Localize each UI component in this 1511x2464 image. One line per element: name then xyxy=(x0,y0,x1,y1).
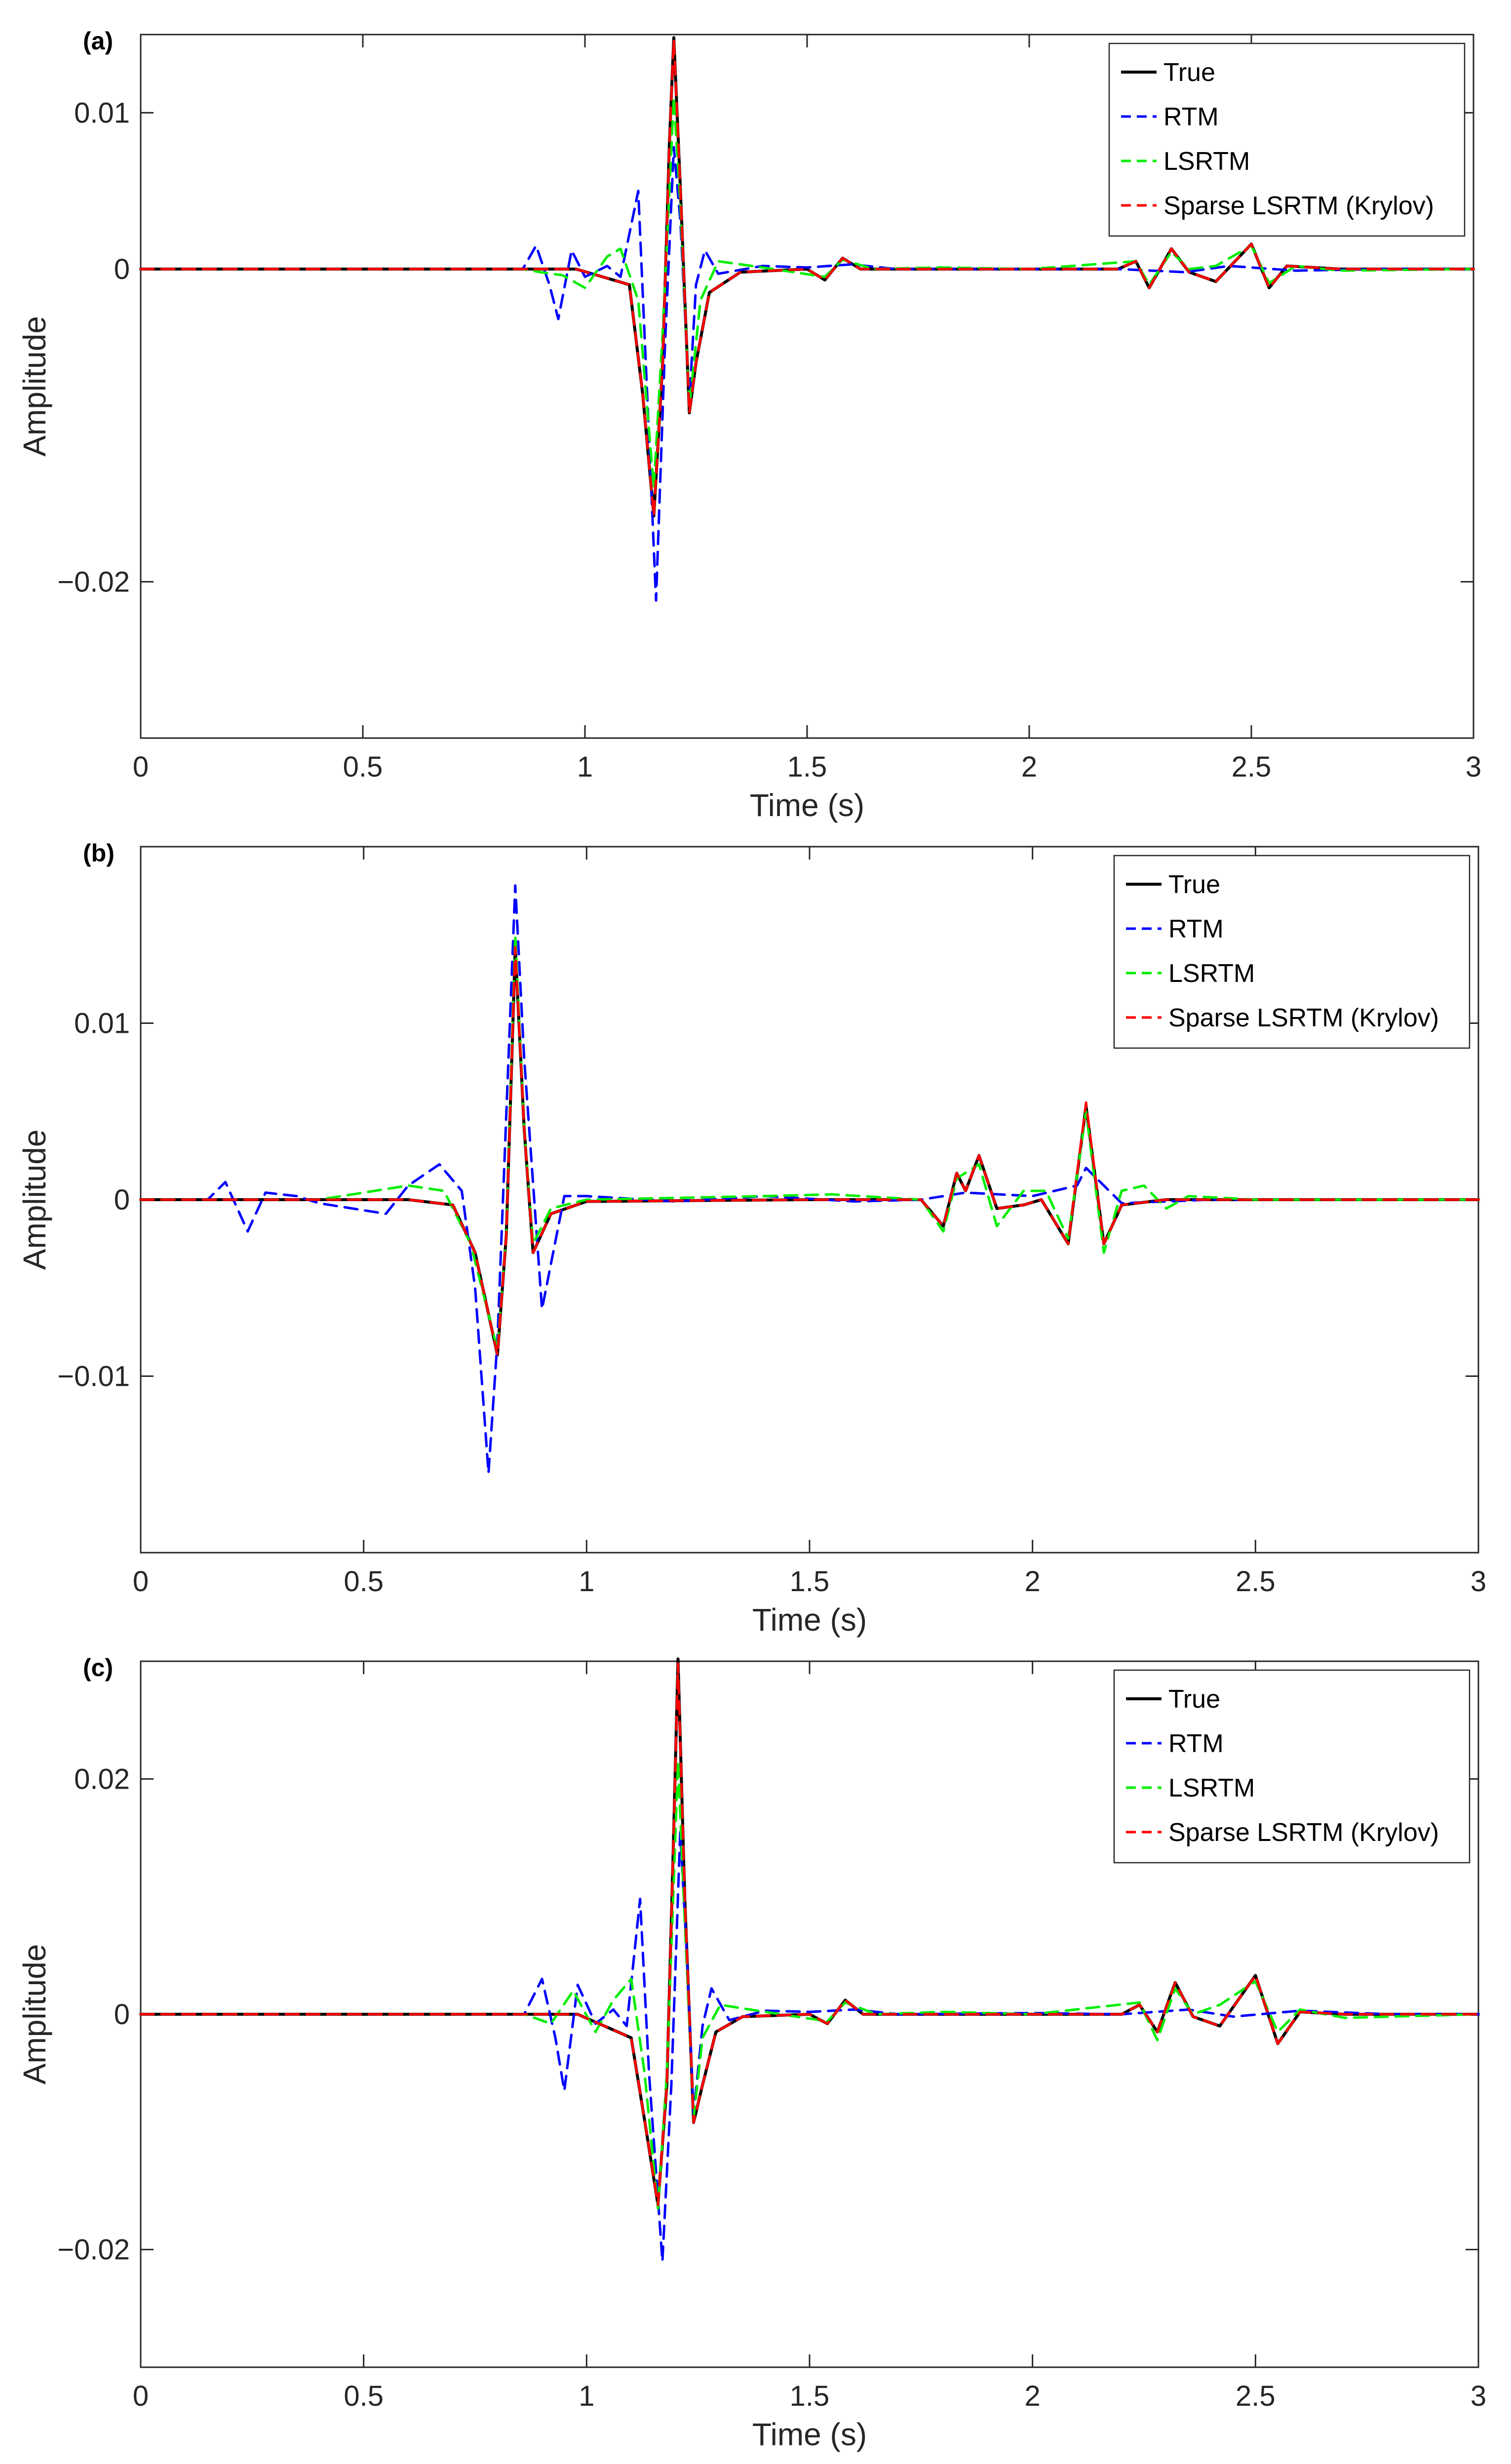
legend-entry: Sparse LSRTM (Krylov) xyxy=(1168,1004,1439,1032)
x-tick-label: 1.5 xyxy=(787,751,827,783)
legend-entry: True xyxy=(1168,1685,1220,1714)
y-axis-label: Amplitude xyxy=(17,1944,52,2085)
x-axis-label: Time (s) xyxy=(750,787,864,823)
x-tick-label: 2 xyxy=(1025,1565,1041,1598)
x-tick-label: 2 xyxy=(1021,751,1037,783)
legend-entry: True xyxy=(1163,58,1215,87)
y-axis-label: Amplitude xyxy=(17,1130,52,1270)
x-tick-label: 0 xyxy=(133,2380,149,2412)
legend-entry: RTM xyxy=(1168,915,1224,943)
chart-panel-3: 0 0.5 1 1.5 2 2.5 3 −0.02 0 0.02 Time (s) Amplitude… xyxy=(17,1654,1486,2452)
legend: True RTM LSRTM Sparse LSRTM (Krylov) xyxy=(1113,1669,1471,1864)
chart-panel-2: 0 0.5 1 1.5 2 2.5 3 −0.01 0 0.01 Time (s) Amplitude… xyxy=(17,839,1486,1638)
legend-box xyxy=(1113,855,1471,1049)
x-tick-label: 0 xyxy=(133,751,149,783)
y-tick-label: 0.02 xyxy=(74,1763,130,1795)
series-line-sparse-lsrtm-krylov xyxy=(139,946,1480,1357)
x-tick-label: 1 xyxy=(579,1565,594,1598)
series-line-sparse-lsrtm-krylov xyxy=(139,38,1475,517)
x-axis-label: Time (s) xyxy=(752,1602,867,1638)
legend: True RTM LSRTM Sparse LSRTM (Krylov) xyxy=(1113,855,1471,1049)
y-tick-label: −0.02 xyxy=(57,566,130,598)
series-line-lsrtm xyxy=(139,96,1475,489)
y-tick-label: −0.02 xyxy=(57,2234,130,2266)
x-tick-label: 0.5 xyxy=(344,1565,384,1598)
legend-entry: Sparse LSRTM (Krylov) xyxy=(1163,192,1434,220)
x-tick-label: 2.5 xyxy=(1236,1565,1276,1598)
legend-entry: LSRTM xyxy=(1168,959,1255,988)
chart-panel-1: 0 0.5 1 1.5 2 2.5 3 −0.02 0 0.01 Time (s) Amplitude… xyxy=(17,27,1481,823)
x-tick-label: 2 xyxy=(1025,2380,1041,2412)
x-tick-label: 3 xyxy=(1471,1565,1486,1598)
x-tick-label: 1 xyxy=(577,751,593,783)
y-tick-label: 0.01 xyxy=(74,1008,130,1040)
series-line-lsrtm xyxy=(139,1760,1480,2210)
y-tick-label: 0.01 xyxy=(74,97,130,129)
legend: True RTM LSRTM Sparse LSRTM (Krylov) xyxy=(1108,42,1466,237)
y-tick-label: −0.01 xyxy=(57,1361,130,1393)
x-tick-label: 3 xyxy=(1466,751,1481,783)
x-tick-label: 2.5 xyxy=(1236,2380,1276,2412)
legend-entry: RTM xyxy=(1168,1729,1224,1758)
x-axis-label: Time (s) xyxy=(752,2417,867,2452)
series-line-sparse-lsrtm-krylov xyxy=(139,1662,1480,2206)
y-tick-label: 0 xyxy=(114,1184,130,1216)
x-tick-label: 1 xyxy=(579,2380,594,2412)
legend-entry: RTM xyxy=(1163,103,1219,131)
x-tick-label: 2.5 xyxy=(1232,751,1272,783)
x-tick-label: 0 xyxy=(133,1565,149,1598)
y-axis-label: Amplitude xyxy=(17,316,52,457)
x-tick-label: 0.5 xyxy=(344,2380,384,2412)
panel-label: (a) xyxy=(83,27,113,55)
legend-entry: LSRTM xyxy=(1163,147,1250,176)
x-tick-label: 1.5 xyxy=(790,1565,830,1598)
x-tick-label: 0.5 xyxy=(343,751,383,783)
y-tick-label: 0 xyxy=(114,1998,130,2031)
series-line-rtm xyxy=(139,884,1480,1475)
legend-entry: LSRTM xyxy=(1168,1774,1255,1802)
panel-label: (c) xyxy=(83,1654,113,1682)
y-tick-label: 0 xyxy=(114,253,130,285)
legend-entry: True xyxy=(1168,870,1220,899)
legend-entry: Sparse LSRTM (Krylov) xyxy=(1168,1818,1439,1847)
x-tick-label: 1.5 xyxy=(790,2380,830,2412)
legend-box xyxy=(1108,42,1466,237)
panel-label: (b) xyxy=(83,839,115,867)
legend-box xyxy=(1113,1669,1471,1864)
x-tick-label: 3 xyxy=(1471,2380,1486,2412)
